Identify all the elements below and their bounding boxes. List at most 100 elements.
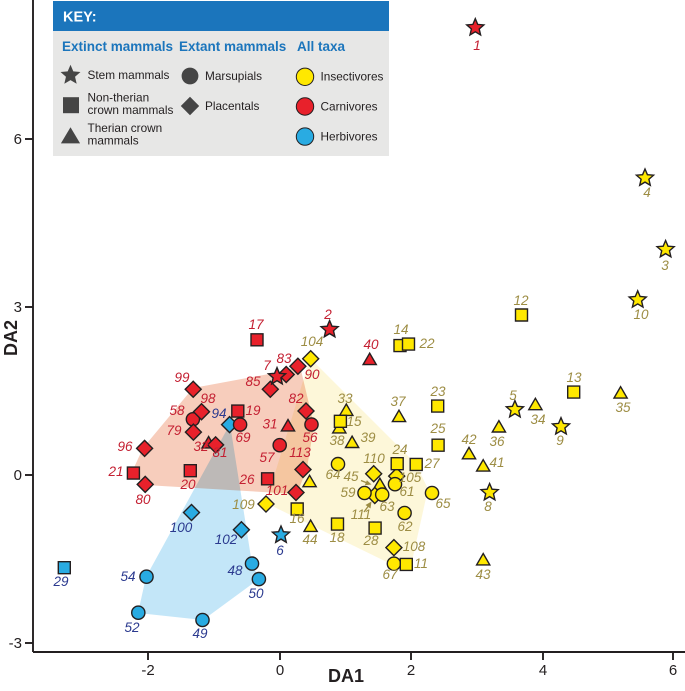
svg-text:16: 16 [289,511,305,526]
svg-text:101: 101 [266,483,289,498]
svg-text:40: 40 [363,337,379,352]
svg-text:54: 54 [120,569,135,584]
svg-text:12: 12 [513,293,529,308]
svg-text:0: 0 [14,467,22,484]
svg-text:9: 9 [556,433,564,448]
svg-text:58: 58 [169,403,185,418]
svg-text:33: 33 [337,391,353,406]
svg-text:69: 69 [235,430,251,445]
svg-text:79: 79 [166,423,182,438]
svg-text:85: 85 [245,374,261,389]
svg-text:4: 4 [643,185,651,200]
svg-text:-2: -2 [141,662,154,679]
svg-text:38: 38 [329,433,345,448]
svg-text:62: 62 [397,519,413,534]
svg-text:2: 2 [323,307,332,322]
svg-text:1: 1 [473,38,481,53]
svg-text:48: 48 [227,563,243,578]
svg-text:2: 2 [407,662,415,679]
svg-text:105: 105 [399,470,422,485]
svg-text:6: 6 [14,131,22,148]
svg-text:17: 17 [248,317,264,332]
svg-text:13: 13 [566,370,582,385]
svg-text:96: 96 [117,439,133,454]
svg-text:64: 64 [325,467,340,482]
svg-text:35: 35 [615,400,631,415]
svg-text:42: 42 [461,432,477,447]
svg-text:Marsupials: Marsupials [205,69,262,83]
svg-text:82: 82 [288,391,304,406]
svg-text:27: 27 [423,456,440,471]
svg-text:22: 22 [418,336,435,351]
svg-text:All taxa: All taxa [297,39,346,54]
svg-text:KEY:: KEY: [63,10,97,26]
svg-text:15: 15 [346,414,362,429]
svg-text:31: 31 [262,417,277,432]
svg-text:28: 28 [362,533,379,548]
svg-text:4: 4 [539,662,547,679]
svg-text:110: 110 [363,451,385,466]
svg-text:41: 41 [489,455,504,470]
svg-text:108: 108 [403,539,426,554]
svg-text:11: 11 [414,556,428,571]
svg-text:5: 5 [509,388,517,403]
svg-text:23: 23 [429,384,446,399]
svg-text:37: 37 [390,394,406,409]
svg-text:Extinct mammals: Extinct mammals [62,39,173,54]
svg-text:65: 65 [435,496,451,511]
svg-text:102: 102 [215,532,238,547]
svg-text:26: 26 [238,472,255,487]
svg-text:100: 100 [170,520,193,535]
svg-text:39: 39 [360,430,376,445]
svg-text:6: 6 [669,662,677,679]
svg-text:10: 10 [633,307,649,322]
svg-text:83: 83 [276,351,292,366]
svg-text:29: 29 [52,574,69,589]
svg-text:8: 8 [484,499,492,514]
svg-text:21: 21 [107,464,123,479]
svg-text:111: 111 [351,507,372,522]
svg-text:94: 94 [211,406,226,421]
svg-text:45: 45 [343,469,359,484]
svg-text:50: 50 [248,586,264,601]
svg-text:Carnivores: Carnivores [321,99,378,113]
svg-text:24: 24 [391,442,407,457]
svg-text:14: 14 [393,322,408,337]
svg-text:44: 44 [302,532,317,547]
svg-text:67: 67 [382,567,398,582]
svg-text:Non-therian: Non-therian [88,91,150,105]
svg-text:3: 3 [14,299,22,316]
svg-text:20: 20 [179,477,196,492]
svg-text:0: 0 [276,662,284,679]
svg-text:crown mammals: crown mammals [88,103,174,117]
svg-text:63: 63 [379,499,395,514]
svg-text:36: 36 [489,434,505,449]
svg-text:mammals: mammals [88,133,139,147]
svg-text:DA1: DA1 [328,666,364,686]
svg-text:6: 6 [276,543,284,558]
svg-text:59: 59 [340,485,356,500]
svg-text:81: 81 [212,445,227,460]
svg-text:34: 34 [530,412,545,427]
svg-text:113: 113 [289,445,311,460]
svg-text:19: 19 [245,403,261,418]
svg-text:18: 18 [329,530,345,545]
svg-text:Herbivores: Herbivores [321,129,378,143]
svg-text:DA2: DA2 [1,320,21,356]
svg-text:7: 7 [263,358,271,373]
svg-text:90: 90 [304,367,320,382]
svg-text:-3: -3 [9,635,22,652]
svg-text:80: 80 [135,492,151,507]
svg-text:Stem mammals: Stem mammals [88,68,170,82]
svg-text:Therian crown: Therian crown [88,121,163,135]
svg-text:Placentals: Placentals [205,99,260,113]
svg-text:56: 56 [302,430,318,445]
svg-text:Insectivores: Insectivores [321,70,384,84]
svg-text:32: 32 [193,439,209,454]
svg-text:57: 57 [259,450,275,465]
svg-text:49: 49 [192,626,208,641]
svg-text:99: 99 [174,370,190,385]
svg-text:43: 43 [475,567,491,582]
svg-text:109: 109 [232,497,255,512]
svg-text:25: 25 [429,421,446,436]
